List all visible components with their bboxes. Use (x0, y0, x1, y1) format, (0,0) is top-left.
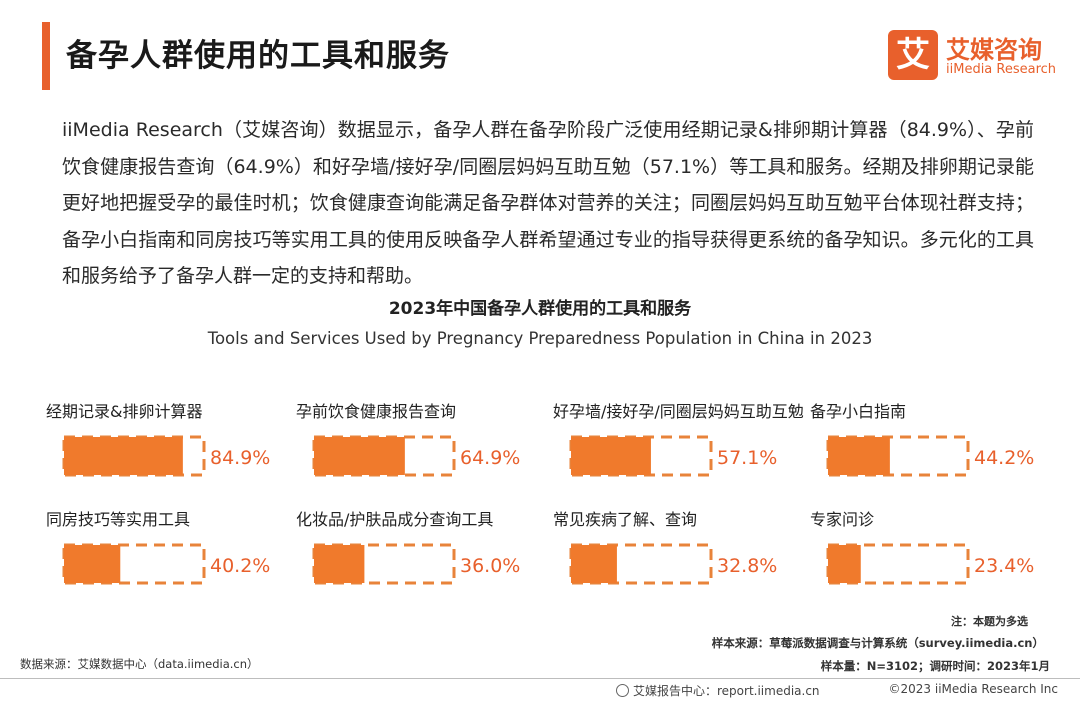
bar-chart: 经期记录&排卵计算器 84.9% 孕前饮食健康报告查询 64.9% 好孕墙/接好孕/同圈… (46, 402, 1034, 585)
bar-fill (314, 437, 405, 475)
bar-fill (571, 437, 651, 475)
page-title: 备孕人群使用的工具和服务 (66, 38, 450, 74)
footer-note: 注：本题为多选 (951, 615, 1028, 628)
category-label: 同房技巧等实用工具 (46, 510, 190, 529)
footer-copyright: ©2023 iiMedia Research Inc (888, 682, 1058, 696)
category-label: 经期记录&排卵计算器 (46, 402, 202, 421)
logo-name-cn: 艾媒咨询 (946, 36, 1042, 64)
footer-report-text: 艾媒报告中心：report.iimedia.cn (633, 684, 820, 698)
footer-report-center: 艾媒报告中心：report.iimedia.cn (616, 682, 820, 699)
footer-data-source: 数据来源：艾媒数据中心（data.iimedia.cn） (20, 657, 259, 671)
bar-fill (828, 545, 861, 583)
category-label: 常见疾病了解、查询 (553, 510, 697, 529)
value-label: 64.9% (460, 447, 520, 469)
bar-fill (314, 545, 365, 583)
value-label: 40.2% (210, 555, 270, 577)
category-label: 化妆品/护肤品成分查询工具 (296, 510, 493, 529)
chart-subtitle: Tools and Services Used by Pregnancy Pre… (207, 329, 873, 348)
category-label: 专家问诊 (810, 510, 874, 529)
category-label: 好孕墙/接好孕/同圈层妈妈互助互勉 (553, 402, 804, 421)
value-label: 57.1% (717, 447, 777, 469)
chart-title: 2023年中国备孕人群使用的工具和服务 (388, 299, 692, 319)
footer-divider (0, 678, 1080, 679)
category-label: 备孕小白指南 (810, 402, 906, 421)
category-label: 孕前饮食健康报告查询 (296, 402, 456, 421)
value-label: 84.9% (210, 447, 270, 469)
bar-fill (64, 545, 121, 583)
iimedia-logo: 艾 艾媒咨询 iiMedia Research (888, 30, 1063, 82)
value-label: 32.8% (717, 555, 777, 577)
value-label: 44.2% (974, 447, 1034, 469)
bar-fill (571, 545, 617, 583)
bar-fill (828, 437, 890, 475)
value-label: 23.4% (974, 555, 1034, 577)
report-center-icon (616, 684, 629, 697)
footer-sample-count: 样本量：N=3102；调研时间：2023年1月 (820, 659, 1050, 673)
footer-sample-source: 样本来源：草莓派数据调查与计算系统（survey.iimedia.cn） (711, 636, 1044, 650)
logo-mark: 艾 (888, 30, 938, 80)
bar-fill (64, 437, 183, 475)
title-accent-bar (42, 22, 50, 90)
value-label: 36.0% (460, 555, 520, 577)
intro-paragraph: iiMedia Research（艾媒咨询）数据显示，备孕人群在备孕阶段广泛使用… (62, 119, 1034, 287)
logo-name-en: iiMedia Research (946, 62, 1057, 77)
